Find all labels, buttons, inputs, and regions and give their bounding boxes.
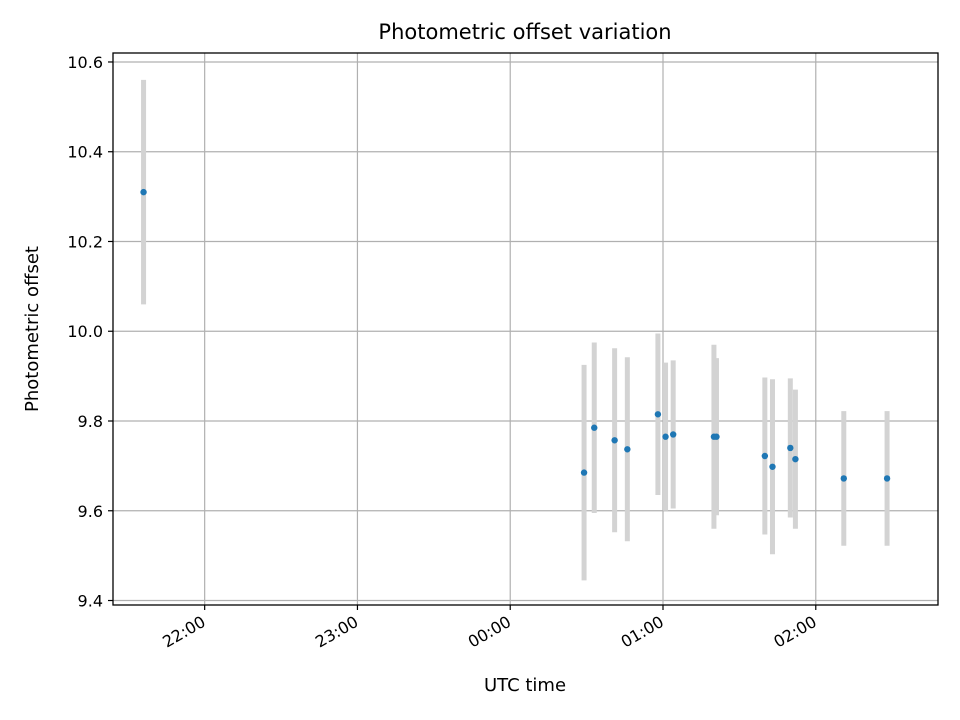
y-tick-label: 9.6 bbox=[78, 502, 103, 521]
y-tick-label: 10.6 bbox=[67, 53, 103, 72]
y-axis-title: Photometric offset bbox=[22, 246, 43, 412]
data-point bbox=[713, 433, 720, 440]
data-point bbox=[624, 446, 631, 453]
data-point bbox=[669, 431, 677, 438]
plot-frame bbox=[112, 52, 939, 606]
data-point bbox=[580, 469, 588, 476]
data-point bbox=[662, 433, 669, 440]
data-point bbox=[611, 437, 618, 444]
y-tick-label: 10.2 bbox=[67, 232, 103, 251]
y-tick-label: 9.8 bbox=[78, 412, 103, 431]
data-point bbox=[792, 455, 799, 463]
data-point bbox=[883, 475, 891, 482]
y-tick-label: 10.0 bbox=[67, 322, 103, 341]
data-points bbox=[140, 188, 891, 482]
x-axis-title: UTC time bbox=[484, 675, 566, 696]
chart-title: Photometric offset variation bbox=[378, 20, 671, 44]
data-point bbox=[140, 188, 147, 196]
data-point bbox=[840, 475, 847, 482]
grid bbox=[113, 53, 938, 605]
y-axis-ticks: 9.4 9.6 9.8 10.0 10.2 10.4 10.6 bbox=[67, 53, 113, 611]
data-point bbox=[591, 424, 598, 431]
data-point bbox=[654, 411, 662, 418]
y-tick-label: 10.4 bbox=[67, 143, 103, 162]
y-tick-label: 9.4 bbox=[78, 592, 103, 611]
data-point bbox=[769, 463, 776, 470]
data-point bbox=[761, 452, 769, 460]
data-point bbox=[787, 444, 794, 452]
